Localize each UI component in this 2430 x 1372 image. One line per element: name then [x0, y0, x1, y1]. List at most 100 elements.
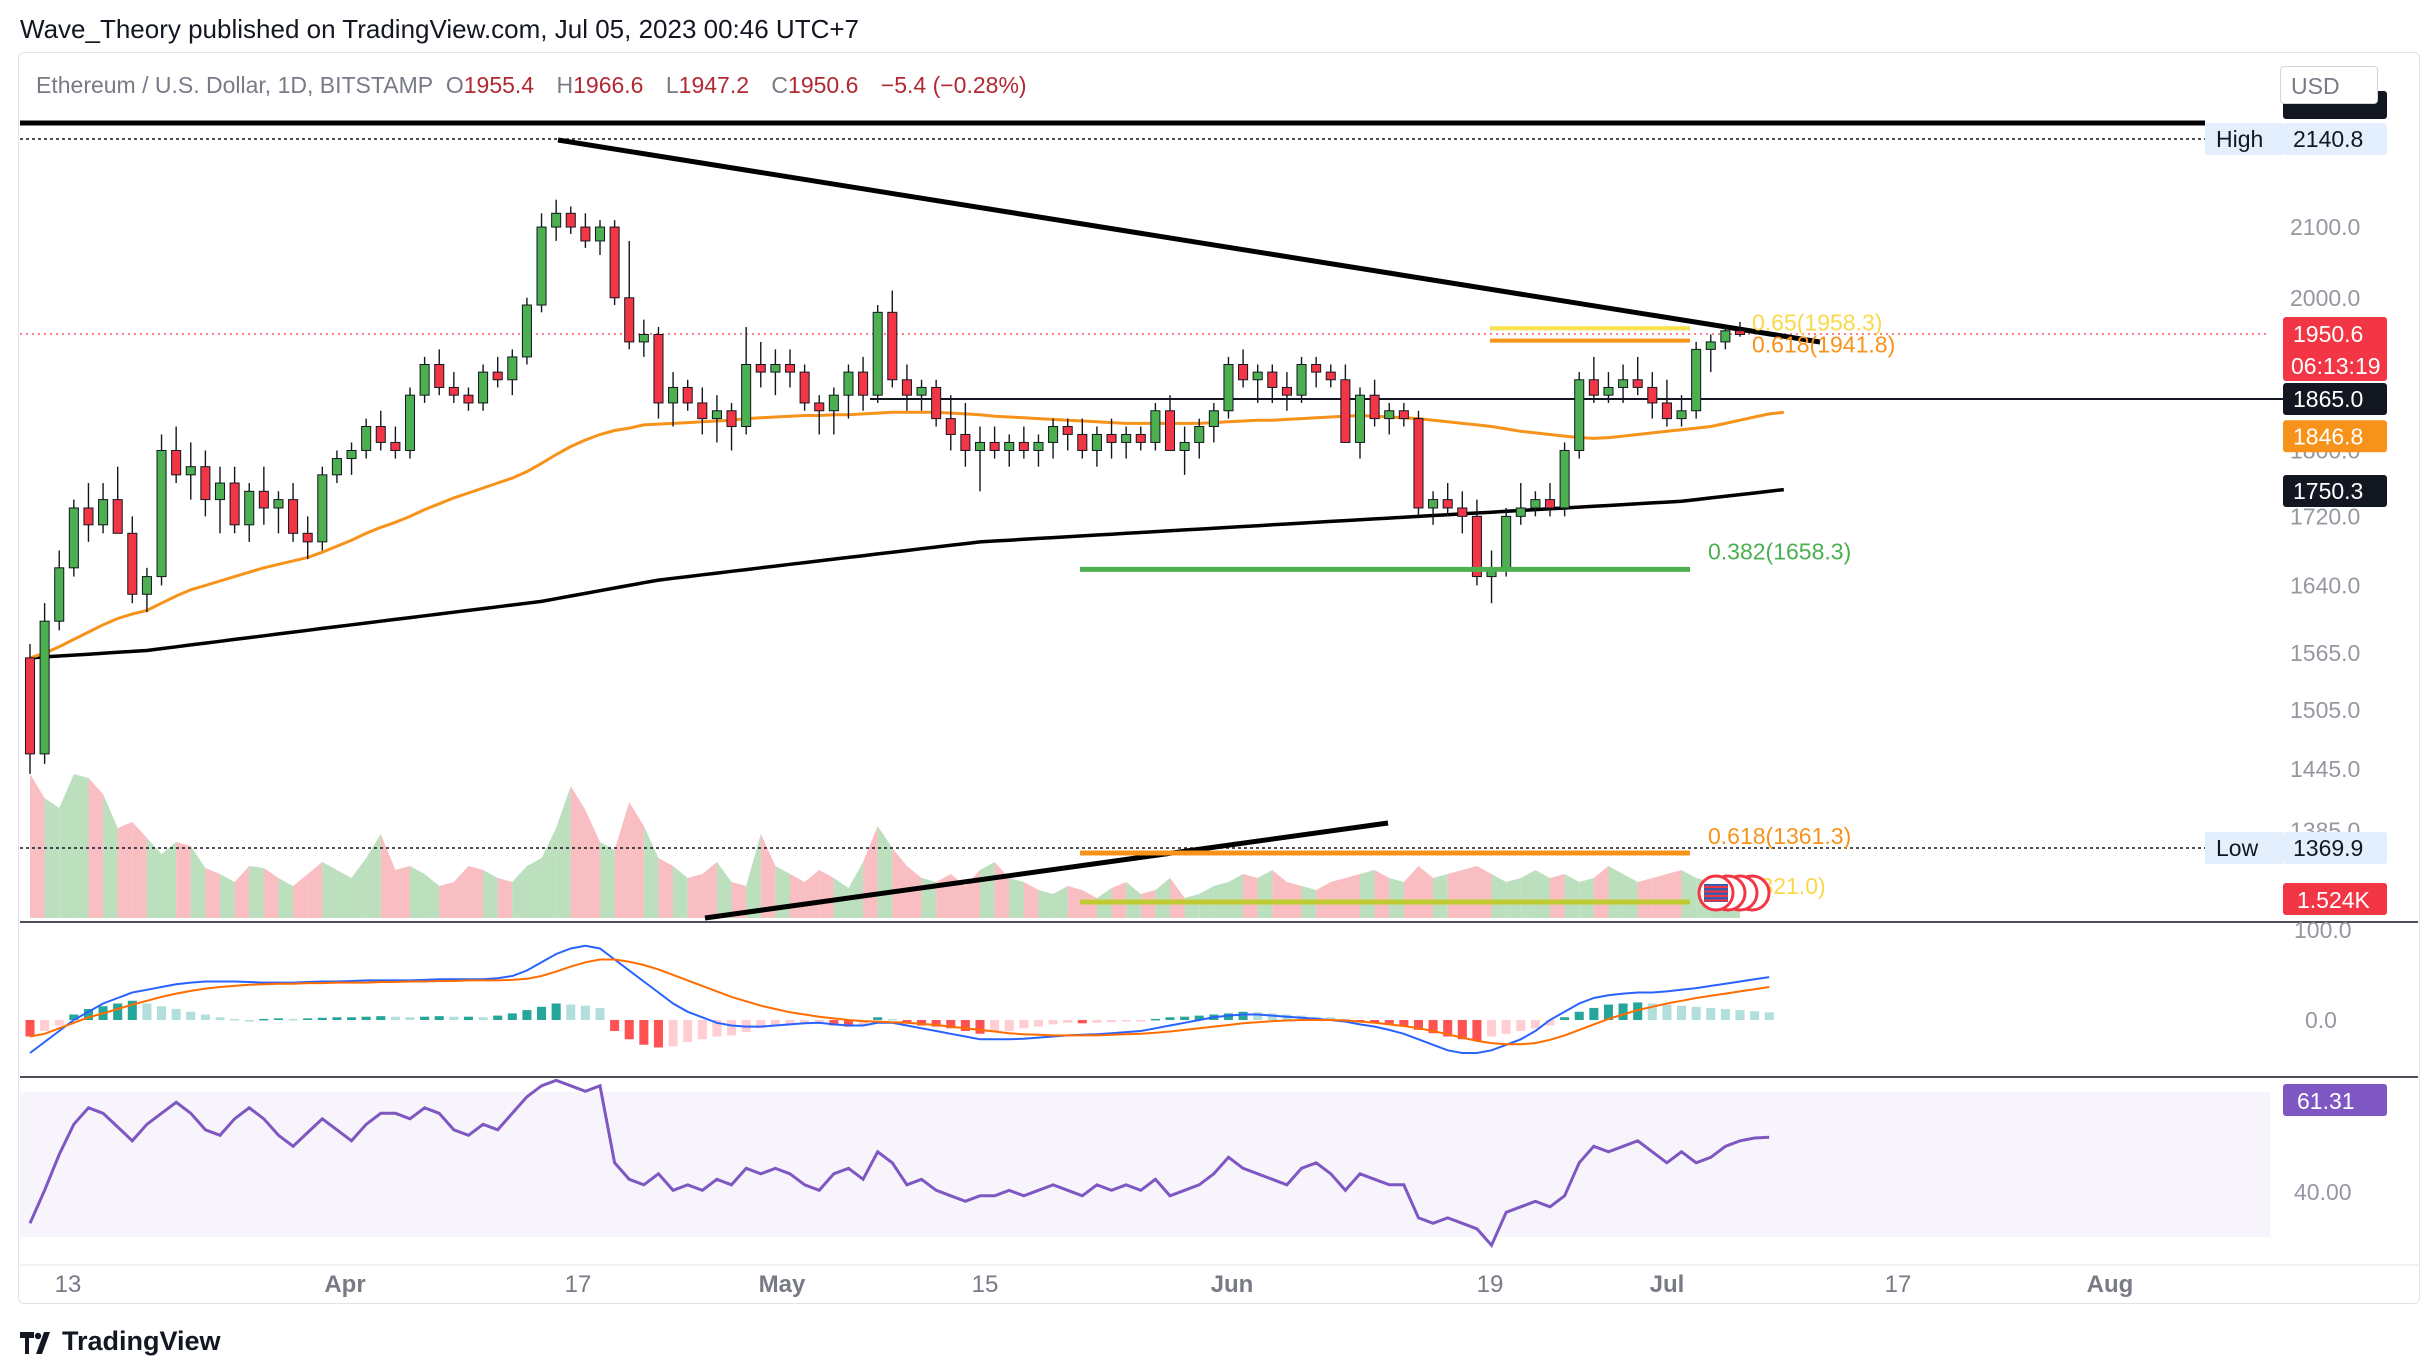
candle [1033, 434, 1044, 467]
candle-up [317, 474, 328, 543]
volume-segment [424, 874, 440, 918]
macd-histogram-bar [1472, 1020, 1482, 1041]
macd-histogram-bar [1033, 1020, 1043, 1027]
footer-brand-label: TradingView [62, 1326, 221, 1356]
candle-up [843, 371, 854, 396]
candle-down [653, 333, 664, 404]
macd-histogram-bar [580, 1005, 590, 1020]
macd-histogram-bar [858, 1020, 868, 1026]
price-label-bg [2283, 832, 2387, 864]
candle-down [887, 311, 898, 381]
footer-brand[interactable]: TradingView [20, 1326, 221, 1357]
candle [1281, 372, 1292, 411]
volume-segment [1637, 878, 1653, 918]
volume-segment [1418, 866, 1434, 918]
candle [288, 483, 299, 542]
candle-down [1238, 364, 1249, 381]
volume-segment [614, 802, 630, 918]
macd-histogram-bar [566, 1004, 576, 1020]
flag-canton [1704, 884, 1728, 902]
volume-segment [1476, 866, 1492, 918]
candle-up [244, 490, 255, 526]
candle-up [974, 441, 986, 451]
volume-segment [249, 866, 264, 918]
volume-segment [1038, 890, 1054, 918]
candle [1179, 426, 1190, 475]
candle-up [1033, 441, 1044, 451]
candle-up [185, 466, 196, 476]
candle-down [697, 402, 708, 420]
volume-segment [877, 826, 893, 918]
volume-segment [1652, 874, 1667, 918]
candle-up [1179, 441, 1190, 451]
candle-up [1150, 410, 1161, 443]
macd-histogram-bar [1370, 1020, 1380, 1023]
rsi-line [28, 1078, 1770, 1249]
candle-down [1588, 379, 1599, 396]
candle-up [828, 394, 839, 412]
candle [784, 349, 796, 388]
chart-canvas[interactable]: 0.65(1958.3)0.618(1941.8) 0.382(1658.3) 0.… [0, 0, 2430, 1310]
candle-up [214, 482, 226, 501]
macd-histogram-bar [1647, 1003, 1657, 1020]
volume-segment [132, 822, 147, 918]
volume-segment [1608, 866, 1624, 918]
macd-histogram-bar [1545, 1020, 1555, 1026]
macd-histogram-bar [332, 1017, 342, 1020]
volume-segment [190, 846, 206, 918]
candle [1311, 356, 1322, 388]
volume-segment [453, 866, 469, 918]
candle [536, 213, 547, 313]
volume-segment [629, 802, 644, 918]
candle [1428, 491, 1439, 525]
macd-histogram-bar [1603, 1004, 1613, 1020]
candle [448, 372, 459, 403]
volume-segment [1579, 878, 1594, 918]
candle [54, 550, 65, 631]
macd-histogram-bar [142, 1003, 152, 1020]
candle [741, 327, 752, 435]
candle [419, 356, 430, 403]
time-tick-label: May [759, 1271, 806, 1298]
candle [1515, 483, 1526, 525]
flag-stripe [1704, 895, 1728, 897]
candle [200, 450, 211, 517]
panel-backgrounds [20, 921, 2418, 1266]
candle-up [916, 386, 927, 396]
candle [434, 349, 445, 396]
macd-histogram-bar [259, 1018, 269, 1021]
ohlc-legend: Ethereum / U.S. Dollar, 1D, BITSTAMP O19… [36, 72, 1027, 99]
macd-histogram-bar [1457, 1020, 1467, 1040]
currency-button[interactable]: USD [2280, 66, 2378, 104]
candle [755, 341, 766, 388]
candle-down [624, 297, 635, 343]
candle-up [1428, 499, 1439, 509]
candle-down [302, 532, 313, 543]
candle-up [507, 356, 518, 381]
candle [1398, 402, 1409, 427]
candle-down [127, 532, 138, 595]
candle [273, 491, 284, 534]
macd-histogram-bar [405, 1017, 415, 1020]
candle [594, 220, 606, 255]
macd-histogram-bar [975, 1020, 985, 1034]
macd-histogram-bar [157, 1006, 167, 1020]
candle-down [83, 507, 94, 526]
candle [1164, 395, 1176, 451]
candle-down [1077, 433, 1088, 451]
candle-up [54, 567, 65, 622]
volume-segment [1623, 874, 1638, 918]
volume-segment [278, 878, 294, 918]
volume-segment [1681, 870, 1697, 918]
candle-up [1121, 433, 1132, 443]
candle [843, 364, 854, 419]
volume-segment [380, 834, 396, 918]
macd-histogram-bar [712, 1020, 722, 1037]
volume-segment [1491, 874, 1507, 918]
candle [1252, 364, 1263, 403]
candle-up [156, 449, 167, 578]
macd-histogram-bar [727, 1020, 737, 1036]
volume-segment [541, 828, 557, 918]
candle [1296, 356, 1307, 403]
macd-histogram-bar [990, 1020, 1000, 1033]
